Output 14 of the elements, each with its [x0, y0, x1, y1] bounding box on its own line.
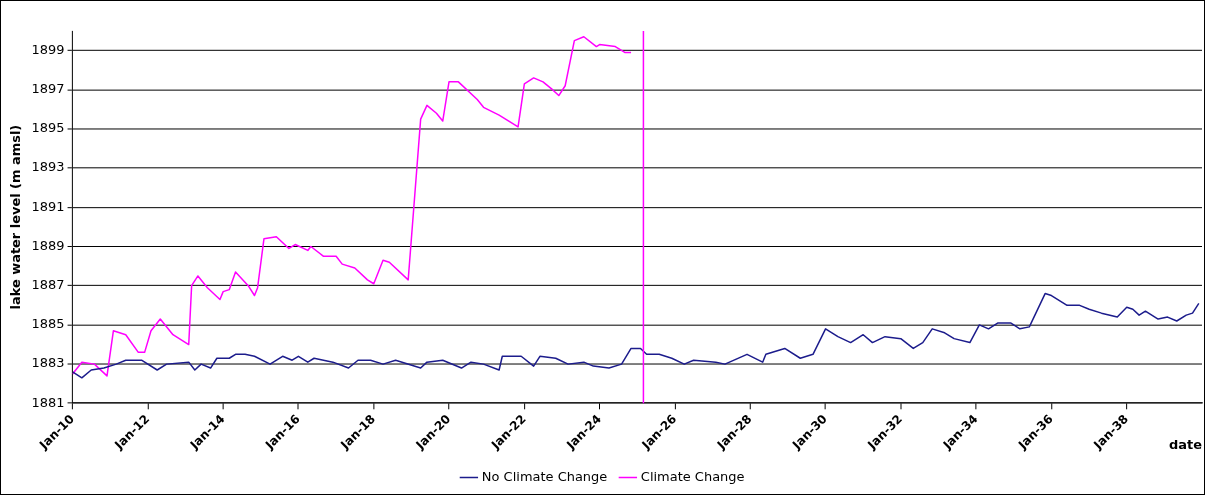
- y-tick-label: 1899: [31, 41, 65, 57]
- y-tick-label: 1881: [31, 394, 65, 410]
- y-axis-title: lake water level (m amsl): [8, 124, 24, 310]
- y-tick-label: 1897: [31, 81, 65, 97]
- legend-label: No Climate Change: [481, 468, 608, 484]
- y-tick-label: 1887: [31, 277, 65, 293]
- y-tick-label: 1893: [31, 159, 65, 175]
- legend-label: Climate Change: [640, 468, 745, 484]
- y-tick-label: 1895: [31, 120, 65, 136]
- y-tick-label: 1891: [31, 198, 65, 214]
- x-axis-title: date: [1168, 436, 1203, 452]
- y-tick-label: 1883: [31, 355, 65, 371]
- y-tick-label: 1889: [31, 237, 65, 253]
- y-tick-label: 1885: [31, 316, 65, 332]
